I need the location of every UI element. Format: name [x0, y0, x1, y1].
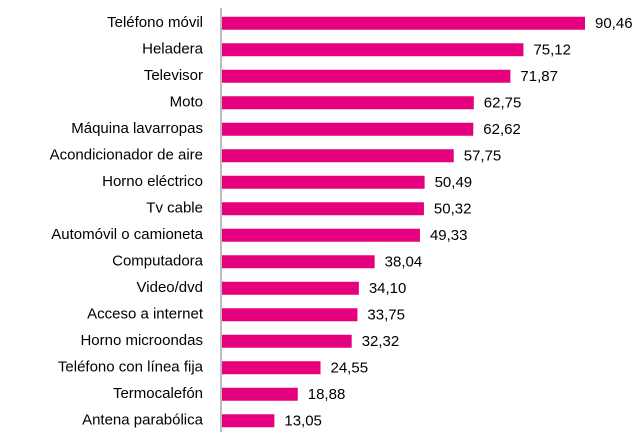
category-label: Heladera [142, 41, 204, 58]
value-label: 34,10 [369, 280, 407, 297]
category-label: Computadora [112, 253, 204, 270]
value-label: 57,75 [464, 148, 502, 165]
category-label: Termocalefón [113, 385, 203, 402]
value-label: 32,32 [362, 333, 400, 350]
category-label: Video/dvd [137, 279, 203, 296]
category-label: Horno eléctrico [102, 173, 203, 190]
category-label: Televisor [144, 67, 203, 84]
value-label: 71,87 [520, 68, 558, 85]
bar [222, 334, 352, 348]
category-label: Acondicionador de aire [50, 147, 203, 164]
bar [222, 175, 425, 189]
category-label: Horno microondas [80, 332, 203, 349]
value-label: 62,62 [483, 121, 521, 138]
bar [222, 122, 474, 136]
bar [222, 228, 420, 242]
value-label: 62,75 [484, 95, 522, 112]
category-label: Moto [170, 94, 203, 111]
category-label: Antena parabólica [82, 412, 204, 429]
bar [222, 308, 358, 322]
bar [222, 96, 474, 110]
value-label: 75,12 [533, 42, 571, 59]
value-label: 33,75 [367, 307, 405, 324]
bar [222, 361, 321, 375]
bar [222, 281, 359, 295]
value-label: 18,88 [308, 386, 346, 403]
bar [222, 149, 454, 163]
category-label: Máquina lavarropas [71, 120, 203, 137]
value-label: 49,33 [430, 227, 468, 244]
value-label: 50,49 [435, 174, 473, 191]
value-label: 50,32 [434, 201, 472, 218]
category-label: Teléfono móvil [107, 14, 203, 31]
value-label: 90,46 [595, 15, 633, 32]
bar [222, 202, 424, 216]
bar [222, 43, 524, 57]
category-label: Automóvil o camioneta [51, 226, 203, 243]
value-label: 24,55 [331, 360, 369, 377]
category-label: Teléfono con línea fija [58, 359, 204, 376]
bar [222, 255, 375, 269]
category-label: Tv cable [146, 200, 203, 217]
value-label: 38,04 [385, 254, 423, 271]
bar [222, 69, 511, 83]
category-label: Acceso a internet [87, 306, 204, 323]
value-label: 13,05 [284, 413, 322, 430]
bar [222, 387, 298, 401]
bar [222, 16, 585, 30]
bar [222, 414, 275, 428]
